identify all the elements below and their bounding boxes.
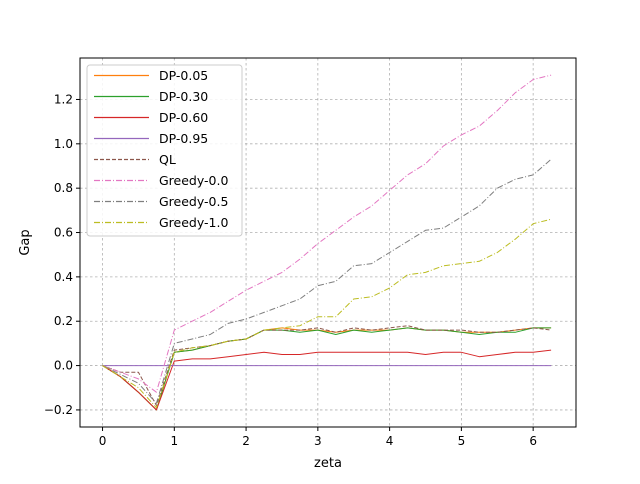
series-line-dp-0-60	[102, 349, 552, 411]
x-tick-label: 1	[170, 434, 178, 448]
legend-label-dp-0-60: DP-0.60	[159, 110, 208, 125]
y-tick-label: 0.8	[54, 181, 73, 195]
axis-ticks: 0 1 2 3 4 5 6 −0.2 0.0 0.2 0.4 0.6 0.8 1.0 1.2	[44, 92, 537, 448]
x-tick-label: 5	[458, 434, 466, 448]
x-axis-label: zeta	[314, 456, 342, 471]
legend-label-ql: QL	[159, 152, 176, 167]
legend-label-greedy-0-5: Greedy-0.5	[159, 194, 228, 209]
y-tick-label: 1.0	[54, 137, 73, 151]
x-tick-label: 4	[386, 434, 394, 448]
legend-label-dp-0-30: DP-0.30	[159, 89, 208, 104]
y-tick-label: 0.2	[54, 314, 73, 328]
x-tick-label: 2	[242, 434, 250, 448]
y-tick-label: 0.6	[54, 226, 73, 240]
legend-label-greedy-0-0: Greedy-0.0	[159, 173, 228, 188]
series-line-greedy-0-5	[102, 158, 552, 404]
x-tick-label: 0	[99, 434, 107, 448]
y-tick-label: 0.4	[54, 270, 73, 284]
y-axis-label: Gap	[18, 229, 33, 255]
plot-frame	[79, 57, 577, 428]
y-tick-label: −0.2	[44, 403, 73, 417]
series-line-ql	[102, 325, 552, 406]
y-tick-label: 0.0	[54, 359, 73, 373]
series-line-dp-0-30	[102, 327, 552, 411]
x-tick-label: 6	[529, 434, 537, 448]
x-tick-label: 3	[314, 434, 322, 448]
legend: DP-0.05 DP-0.30 DP-0.60 DP-0.95 QL Greedy-0.0…	[86, 64, 243, 237]
legend-box	[86, 64, 243, 237]
legend-label-greedy-1-0: Greedy-1.0	[159, 215, 228, 230]
series-lines	[102, 74, 552, 411]
legend-label-dp-0-05: DP-0.05	[159, 68, 208, 83]
y-tick-label: 1.2	[54, 92, 73, 106]
legend-label-dp-0-95: DP-0.95	[159, 131, 208, 146]
